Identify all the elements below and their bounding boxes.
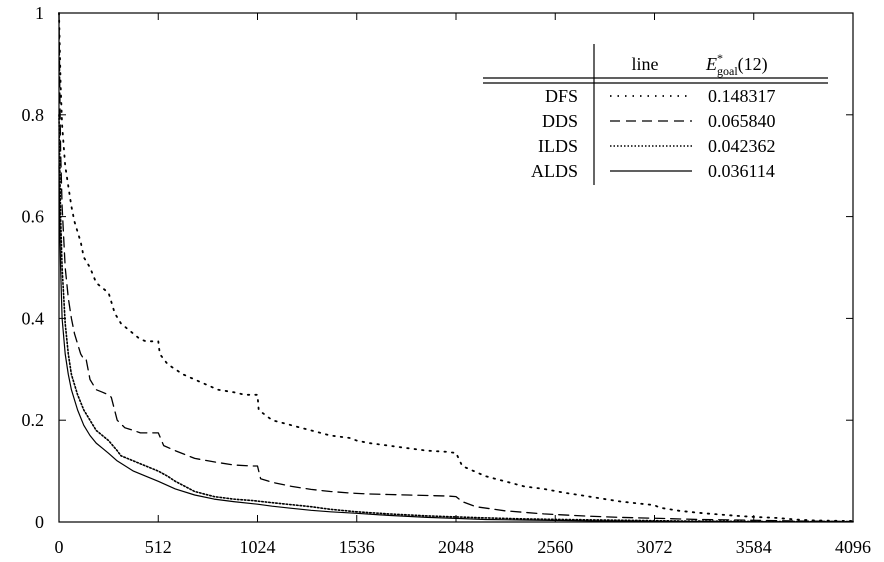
y-tick-label: 0.6	[22, 207, 45, 227]
series-line-dfs	[58, 12, 854, 522]
y-tick-label: 1	[35, 3, 44, 23]
legend-value-dds: 0.065840	[708, 111, 776, 131]
x-tick-label: 3584	[736, 537, 772, 557]
legend-value-ilds: 0.042362	[708, 136, 776, 156]
x-tick-label: 2048	[438, 537, 474, 557]
legend-name-dds: DDS	[542, 111, 578, 131]
x-tick-label: 1536	[339, 537, 375, 557]
legend-header-value-arg: (12)	[738, 54, 768, 75]
y-tick-label: 0	[35, 512, 44, 532]
legend-header-value-sup: *	[717, 51, 723, 65]
legend-header-value-main: E	[705, 54, 717, 74]
y-tick-label: 0.2	[22, 410, 45, 430]
x-tick-label: 3072	[637, 537, 673, 557]
legend-table: line E* goal(12) DFS DDS ILDS ALDS 0.1483…	[483, 44, 828, 185]
y-tick-label: 0.8	[22, 105, 45, 125]
legend-name-ilds: ILDS	[538, 136, 578, 156]
legend-header-value: E* goal(12)	[705, 51, 768, 78]
series-line-dds	[58, 12, 854, 523]
series-line-alds	[58, 165, 854, 523]
x-tick-label: 4096	[835, 537, 871, 557]
y-tick-label: 0.4	[22, 308, 45, 328]
series-group	[58, 12, 854, 523]
legend-header-value-sub: goal	[717, 64, 738, 78]
x-tick-label: 1024	[240, 537, 276, 557]
legend-name-alds: ALDS	[531, 161, 578, 181]
legend-header-line: line	[632, 54, 659, 74]
legend-value-alds: 0.036114	[708, 161, 775, 181]
legend-value-dfs: 0.148317	[708, 86, 776, 106]
x-tick-label: 512	[145, 537, 172, 557]
x-tick-label: 0	[55, 537, 64, 557]
legend-name-dfs: DFS	[545, 86, 578, 106]
axes: 0 512 1024 1536 2048 2560 3072 3584 4096 0 0.2 0.4 0…	[22, 3, 872, 557]
x-tick-label: 2560	[537, 537, 573, 557]
series-line-ilds	[58, 114, 854, 523]
